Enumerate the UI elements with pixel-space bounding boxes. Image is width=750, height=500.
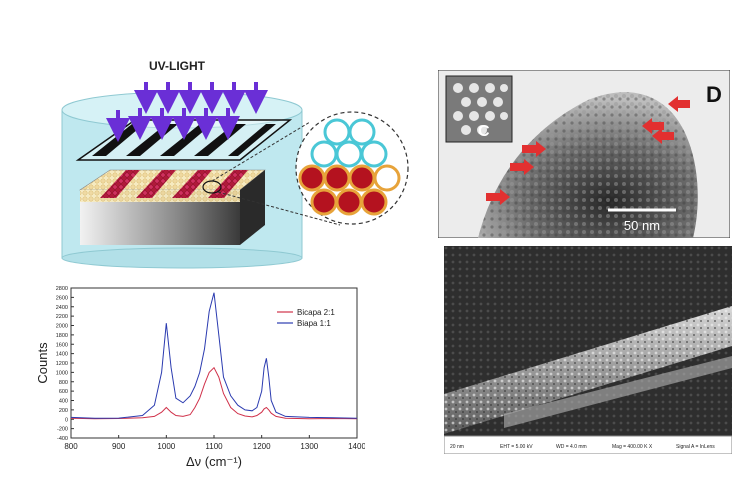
sem-signal: Signal A = InLens [676, 444, 715, 450]
scale-label: 50 nm [624, 218, 660, 233]
y-tick-label: 200 [59, 408, 68, 414]
chart-legend: Bicapa 2:1 Biapa 1:1 [277, 308, 335, 328]
y-tick-label: 2800 [56, 286, 68, 292]
sem-wd: WD = 4.0 mm [556, 444, 587, 450]
x-tick-label: 1200 [253, 442, 271, 451]
nanoparticle-closeup [298, 118, 401, 216]
y-tick-label: 1200 [56, 361, 68, 367]
legend-label: Bicapa 2:1 [297, 308, 335, 317]
raman-spectrum-chart: -400 -200 0 200 400 600 800 1000 1200 1400 1600 180… [35, 280, 366, 475]
y-tick-label: 1000 [56, 370, 68, 376]
sem-scale: 20 nm [450, 444, 464, 450]
x-tick-label: 1300 [300, 442, 318, 451]
y-tick-label: 2600 [56, 295, 68, 301]
series-lines [70, 292, 358, 420]
sem-mag: Mag = 400.00 K X [612, 444, 653, 450]
y-tick-label: 2400 [56, 305, 68, 311]
panel-letter: D [706, 82, 722, 107]
nanowire [444, 306, 732, 434]
uv-arrows [106, 82, 268, 142]
red-arrows [486, 96, 690, 205]
chart-canvas: -400 -200 0 200 400 600 800 1000 1200 1400 1600 180… [35, 286, 366, 469]
y-tick-label: 1600 [56, 342, 68, 348]
x-tick-label: 900 [112, 442, 126, 451]
y-tick-label: 600 [59, 389, 68, 395]
schematic-drawing: UV-LIGHT [61, 59, 409, 269]
y-tick-label: 1800 [56, 333, 68, 339]
inset-letter: C [478, 123, 490, 140]
y-tick-label: 800 [59, 380, 68, 386]
tem-image: C D 50 nm [437, 69, 731, 239]
sem-eht: EHT = 5.00 kV [500, 444, 533, 450]
x-axis-ticks: 800 900 1000 1100 1200 1300 1400 [64, 435, 366, 451]
legend-label: Biapa 1:1 [297, 319, 331, 328]
inset-c: C [445, 75, 513, 143]
y-tick-label: 2200 [56, 314, 68, 320]
substrate-block [79, 169, 266, 245]
y-axis-ticks: -400 -200 0 200 400 600 800 1000 1200 1400 1600 180… [56, 286, 74, 442]
uv-light-label: UV-LIGHT [149, 59, 206, 73]
y-tick-label: 400 [59, 399, 68, 405]
y-tick-label: 1400 [56, 352, 68, 358]
tem-micrograph: C D 50 nm [437, 69, 731, 239]
x-axis-label: Δν (cm⁻¹) [186, 454, 242, 469]
series-line-1 [70, 366, 358, 420]
y-tick-label: 2000 [56, 324, 68, 330]
series-line-2 [70, 292, 358, 419]
sem-image: 20 nm EHT = 5.00 kV WD = 4.0 mm Mag = 40… [443, 246, 733, 455]
x-tick-label: 1100 [205, 442, 223, 451]
x-tick-label: 1000 [157, 442, 175, 451]
sem-micrograph: 20 nm EHT = 5.00 kV WD = 4.0 mm Mag = 40… [443, 246, 733, 455]
y-axis-label: Counts [35, 342, 50, 384]
y-tick-label: -400 [57, 436, 68, 442]
y-tick-label: 0 [65, 417, 68, 423]
x-tick-label: 1400 [348, 442, 365, 451]
y-tick-label: -200 [57, 427, 68, 433]
x-tick-label: 800 [64, 442, 78, 451]
uv-lithography-schematic: UV-LIGHT [40, 40, 425, 270]
